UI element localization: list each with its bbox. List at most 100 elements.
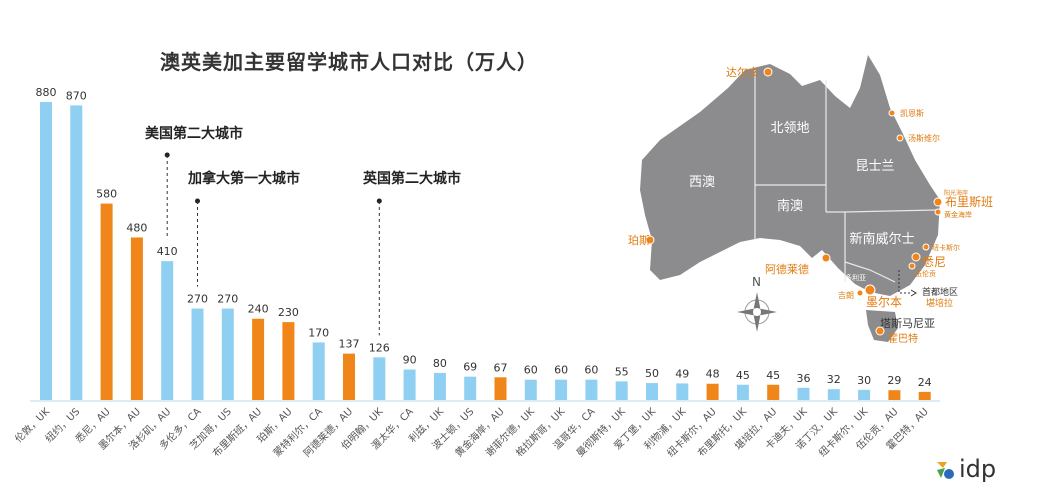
value-label: 49 — [675, 367, 689, 380]
value-label: 580 — [96, 188, 117, 201]
bar — [827, 389, 840, 400]
region-label: 南澳 — [777, 198, 803, 214]
value-label: 170 — [308, 326, 329, 339]
value-label: 36 — [797, 372, 811, 385]
city-label: 霍巴特 — [888, 333, 918, 345]
region-label: 北领地 — [770, 121, 809, 136]
city-label: 堪培拉 — [926, 297, 953, 309]
value-label: 270 — [187, 293, 208, 306]
value-label: 45 — [766, 369, 780, 382]
value-label: 30 — [857, 374, 871, 387]
city-label: 珀斯 — [628, 233, 650, 247]
bar — [524, 379, 537, 400]
idp-logo-icon — [937, 462, 954, 479]
bar — [464, 376, 477, 400]
city-label: 悉尼 — [922, 255, 946, 269]
bar — [252, 318, 265, 400]
city-dot — [821, 253, 831, 263]
city-dot — [888, 109, 896, 117]
bar — [221, 308, 234, 400]
tasmania — [866, 310, 898, 342]
value-label: 50 — [645, 367, 659, 380]
bar — [676, 383, 689, 400]
value-label: 60 — [524, 364, 538, 377]
bar — [130, 237, 143, 400]
bar — [706, 383, 719, 400]
value-label: 880 — [36, 86, 57, 99]
city-dot — [933, 197, 943, 207]
bar — [858, 389, 871, 400]
bar — [767, 384, 780, 400]
bar — [403, 369, 416, 400]
bar — [40, 102, 52, 400]
bar — [646, 383, 658, 400]
bar — [100, 203, 113, 400]
value-label: 60 — [554, 364, 568, 377]
bar — [888, 390, 901, 400]
bar — [494, 377, 507, 400]
city-dot — [864, 284, 876, 296]
state-borders — [754, 70, 937, 283]
city-label: 汤斯维尔 — [908, 133, 940, 143]
idp-logo-text: idp — [959, 455, 997, 483]
compass-icon — [737, 292, 777, 332]
city-dot — [911, 252, 921, 262]
value-label: 24 — [918, 376, 932, 389]
city-dot — [645, 235, 655, 245]
value-label: 29 — [887, 374, 901, 387]
city-label: 伍伦贡 — [915, 269, 936, 278]
bar — [433, 372, 446, 400]
x-tick-label: 布里斯班，AU — [210, 405, 265, 460]
value-label: 69 — [463, 361, 477, 374]
city-label: 达尔文 — [726, 65, 759, 79]
bar — [312, 342, 325, 400]
value-label: 230 — [278, 306, 299, 319]
bar — [585, 379, 598, 400]
region-label: 塔斯马尼亚 — [880, 317, 935, 330]
bar — [797, 387, 810, 400]
city-label: 墨尔本 — [866, 294, 902, 309]
value-label: 137 — [339, 338, 360, 351]
value-label: 90 — [403, 354, 417, 367]
annotation-label: 英国第二大城市 — [362, 170, 461, 187]
annotation-label: 加拿大第一大城市 — [187, 170, 300, 187]
value-label: 32 — [827, 373, 841, 386]
city-dot — [875, 326, 885, 336]
australia-map: 西澳 北领地 昆士兰 南澳 新南威尔士 维多利亚 塔斯马尼亚 达尔文 珀斯 — [628, 55, 993, 345]
value-label: 80 — [433, 357, 447, 370]
region-label: 新南威尔士 — [849, 231, 914, 247]
city-label: 凯恩斯 — [900, 108, 924, 118]
city-dot — [908, 262, 916, 270]
bar — [373, 357, 386, 400]
city-dot — [896, 134, 904, 142]
value-label: 410 — [157, 245, 178, 258]
bar — [918, 391, 931, 400]
city-label: 黄金海岸 — [944, 210, 972, 219]
bar — [282, 322, 295, 400]
arrow-icon — [910, 289, 917, 297]
value-label: 67 — [494, 361, 508, 374]
bar — [191, 308, 204, 400]
region-label: 维多利亚 — [838, 273, 866, 282]
value-label: 48 — [706, 368, 720, 381]
compass-north-label: N — [752, 275, 761, 289]
idp-logo: idp — [935, 455, 996, 483]
value-label: 240 — [248, 303, 269, 316]
bar — [615, 381, 628, 400]
region-label: 西澳 — [689, 174, 715, 190]
chart-title: 澳英美加主要留学城市人口对比（万人） — [160, 50, 538, 74]
city-dot — [934, 208, 942, 216]
australia-mainland — [640, 55, 940, 296]
bar — [555, 379, 568, 400]
value-label: 55 — [615, 365, 629, 378]
city-label: 首都地区 — [922, 286, 958, 298]
city-label: 纽卡斯尔 — [932, 243, 960, 252]
city-dot — [763, 67, 773, 77]
value-label: 126 — [369, 341, 390, 354]
value-label: 480 — [126, 221, 147, 234]
city-label: 布里斯班 — [945, 195, 993, 209]
value-label: 45 — [736, 369, 750, 382]
value-label: 870 — [66, 89, 87, 102]
city-dot — [922, 243, 930, 251]
